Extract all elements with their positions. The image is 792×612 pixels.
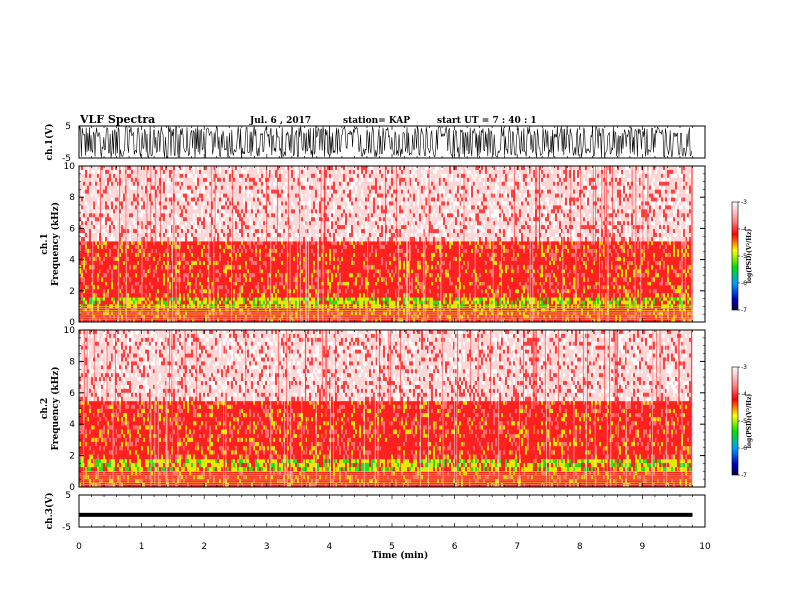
colorbar-tick-label: -3	[741, 364, 747, 371]
ch1-colorbar: -3-4-5-6-7log(PSD)(V²/Hz)	[732, 199, 753, 314]
x-tick-label: 7	[514, 542, 520, 552]
x-tick-label: 3	[264, 542, 270, 552]
y-axis-frequency-label: Frequency (kHz)	[50, 366, 61, 450]
ch2-spectrogram-panel: 0246810ch.2Frequency (kHz)	[40, 326, 705, 493]
y-tick-label: 2	[69, 452, 75, 462]
y-tick-label: 8	[69, 193, 75, 203]
y-tick-label: 6	[69, 389, 75, 399]
colorbar-scale	[732, 367, 738, 475]
ch1-spectrogram-panel: 0246810ch.1Frequency (kHz)	[40, 162, 705, 328]
x-tick-label: 1	[139, 542, 145, 552]
ch3-waveform-trace	[79, 513, 692, 517]
panel-frame	[79, 495, 705, 527]
y-tick-label: -5	[62, 523, 71, 533]
x-tick-label: 8	[577, 542, 583, 552]
x-tick-label: 6	[452, 542, 458, 552]
y-axis-frequency-label: Frequency (kHz)	[50, 202, 61, 286]
y-axis-channel-label: ch.2	[40, 398, 50, 419]
figure-title: VLF Spectra	[79, 113, 155, 126]
y-tick-label: 4	[69, 256, 75, 266]
y-tick-label: 8	[69, 357, 75, 367]
y-tick-label: 6	[69, 224, 75, 234]
station-label: station= KAP	[343, 116, 410, 126]
y-axis-channel-label: ch.1(V)	[44, 124, 55, 161]
y-tick-label: 4	[69, 420, 75, 430]
start-time-label: start UT = 7 : 40 : 1	[437, 116, 537, 126]
colorbar-tick-label: -7	[741, 472, 747, 479]
colorbar-scale	[732, 202, 738, 310]
y-axis-channel-label: ch.1	[40, 233, 50, 254]
y-tick-label: 5	[65, 491, 71, 501]
date-label: Jul. 6 , 2017	[249, 116, 311, 126]
colorbar-tick-label: -7	[741, 307, 747, 314]
ch1-waveform-trace	[79, 126, 692, 158]
colorbar-label: log(PSD)(V²/Hz)	[746, 394, 753, 449]
y-tick-label: 2	[69, 287, 75, 297]
colorbar-tick-label: -3	[741, 199, 747, 206]
y-tick-label: 10	[64, 326, 76, 336]
y-axis-channel-label: ch.3(V)	[44, 493, 55, 530]
y-tick-label: 5	[65, 122, 71, 132]
x-tick-label: 4	[327, 542, 333, 552]
x-tick-label: 10	[699, 542, 711, 552]
ch2-colorbar: -3-4-5-6-7log(PSD)(V²/Hz)	[732, 364, 753, 479]
y-tick-label: 10	[64, 162, 76, 172]
x-tick-label: 2	[201, 542, 207, 552]
colorbar-label: log(PSD)(V²/Hz)	[746, 229, 753, 284]
ch1-waveform-panel: 5-5ch.1(V)	[44, 122, 705, 164]
ch3-waveform-panel: 5 -5 ch.3(V)	[44, 491, 705, 533]
x-tick-label: 0	[76, 542, 82, 552]
x-axis-label: Time (min)	[372, 550, 429, 561]
x-tick-label: 9	[640, 542, 646, 552]
